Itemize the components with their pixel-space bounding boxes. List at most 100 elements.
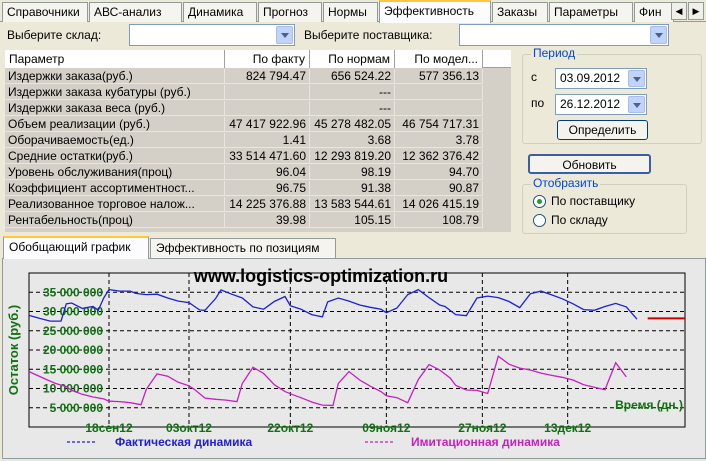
chart-canvas: 35 000 000 30 000 000 25 000 000 20 000 000… (6, 266, 686, 449)
period-to-date[interactable]: 26.12.2012 (555, 94, 647, 115)
period-group (522, 54, 702, 144)
table-cell-value: 656 524.22 (310, 69, 395, 84)
tab-norms[interactable]: Нормы (323, 2, 378, 22)
table-cell-parameter: Рентабельность(проц) (5, 213, 225, 228)
table-row[interactable]: Издержки заказа кубатуры (руб.) --- (5, 85, 511, 100)
table-cell-value: 824 794.47 (225, 69, 310, 84)
column-header-norms[interactable]: По нормам (310, 50, 395, 68)
table-row[interactable]: Средние остатки(руб.) 33 514 471.60 12 293… (5, 149, 511, 164)
tab-forecast[interactable]: Прогноз (258, 2, 322, 22)
x-tick-label: 18сен12 (85, 421, 133, 435)
watermark-text: www.logistics-optimization.ru (193, 266, 448, 286)
table-cell-value: 108.79 (395, 213, 483, 228)
table-cell-value: 46 754 717.31 (395, 117, 483, 132)
tab-scroll-right-icon[interactable]: ▶ (688, 2, 704, 20)
calendar-dropdown-icon[interactable] (628, 70, 645, 87)
table-row[interactable]: Коэффициент ассортиментност... 96.75 91.38… (5, 181, 511, 196)
y-tick-label: 10 000 000 (43, 382, 103, 396)
supplier-select[interactable] (459, 24, 669, 46)
actual-dynamics-line (28, 288, 638, 322)
table-cell-parameter: Средние остатки(руб.) (5, 149, 225, 164)
period-from-date[interactable]: 03.09.2012 (555, 68, 647, 89)
display-group (522, 184, 687, 234)
main-tab-strip: Справочники АВС-анализ Динамика Прогноз … (0, 0, 706, 23)
radio-by-warehouse[interactable] (533, 214, 546, 227)
table-row[interactable]: Объем реализации (руб.) 47 417 922.96 45 2… (5, 117, 511, 132)
x-tick-label: 09ноя12 (362, 421, 410, 435)
chevron-down-icon[interactable] (276, 26, 293, 44)
table-cell-parameter: Оборачиваемость(ед.) (5, 133, 225, 148)
table-cell-value: 12 362 376.42 (395, 149, 483, 164)
y-axis-label: Остаток (руб.) (6, 305, 21, 396)
y-tick-label: 25 000 000 (43, 324, 103, 338)
table-cell-value: 98.19 (310, 165, 395, 180)
table-cell-value: 96.04 (225, 165, 310, 180)
summary-chart: 35 000 000 30 000 000 25 000 000 20 000 000… (2, 258, 706, 459)
define-button[interactable]: Определить (557, 120, 648, 140)
radio-by-supplier-label[interactable]: По поставщику (551, 194, 636, 208)
table-cell-value: 577 356.13 (395, 69, 483, 84)
x-tick-label: 27ноя12 (458, 421, 506, 435)
tab-abc-analysis[interactable]: АВС-анализ (89, 2, 182, 22)
period-legend: Период (531, 46, 578, 60)
warehouse-label: Выберите склад: (7, 28, 102, 42)
calendar-dropdown-icon[interactable] (628, 96, 645, 113)
y-tick-label: 30 000 000 (43, 305, 103, 319)
tab-directories[interactable]: Справочники (2, 2, 88, 22)
table-cell-value: 12 293 819.20 (310, 149, 395, 164)
table-cell-value: 3.78 (395, 133, 483, 148)
legend-actual-label: Фактическая динамика (115, 435, 253, 449)
tab-orders[interactable]: Заказы (492, 2, 548, 22)
table-cell-value: 13 583 544.61 (310, 197, 395, 212)
column-header-model[interactable]: По модел... (395, 50, 483, 68)
table-cell-value: --- (310, 85, 395, 100)
table-cell-parameter: Реализованное торговое налож... (5, 197, 225, 212)
table-row[interactable]: Уровень обслуживания(проц) 96.04 98.19 94.7… (5, 165, 511, 180)
table-cell-parameter: Издержки заказа веса (руб.) (5, 101, 225, 116)
table-cell-parameter: Издержки заказа(руб.) (5, 69, 225, 84)
x-tick-label: 03окт12 (166, 421, 212, 435)
column-header-actual[interactable]: По факту (225, 50, 310, 68)
x-tick-label: 13дек12 (544, 421, 591, 435)
y-tick-label: 20 000 000 (43, 343, 103, 357)
table-cell-parameter: Издержки заказа кубатуры (руб.) (5, 85, 225, 100)
table-row[interactable]: Издержки заказа(руб.) 824 794.47 656 524.2… (5, 69, 511, 84)
radio-by-supplier[interactable] (533, 195, 546, 208)
radio-by-warehouse-label[interactable]: По складу (551, 213, 608, 227)
tab-efficiency[interactable]: Эффективность (379, 0, 491, 23)
efficiency-table: Параметр По факту По нормам По модел... … (5, 50, 511, 232)
table-cell-parameter: Объем реализации (руб.) (5, 117, 225, 132)
table-cell-value: 45 278 482.05 (310, 117, 395, 132)
supplier-label: Выберите поставщика: (304, 28, 433, 42)
table-row[interactable]: Издержки заказа веса (руб.) --- (5, 101, 511, 116)
column-header-parameter[interactable]: Параметр (5, 50, 225, 68)
tab-parameters[interactable]: Параметры (549, 2, 633, 22)
table-row[interactable]: Реализованное торговое налож... 14 225 37… (5, 197, 511, 212)
table-header: Параметр По факту По нормам По модел... (5, 50, 511, 68)
x-axis-label: Время (дн.) (615, 398, 683, 412)
display-legend: Отобразить (531, 176, 601, 190)
y-tick-label: 35 000 000 (43, 285, 103, 299)
tab-efficiency-by-position[interactable]: Эффективность по позициям (150, 238, 336, 259)
chevron-down-icon[interactable] (650, 26, 667, 44)
y-tick-label: 15 000 000 (43, 362, 103, 376)
tab-scroll-left-icon[interactable]: ◀ (671, 2, 687, 20)
table-cell-value: 105.15 (310, 213, 395, 228)
table-cell-value: 94.70 (395, 165, 483, 180)
refresh-button[interactable]: Обновить (528, 154, 651, 174)
table-cell-parameter: Коэффициент ассортиментност... (5, 181, 225, 196)
table-cell-value: 14 225 376.88 (225, 197, 310, 212)
table-cell-value: 1.41 (225, 133, 310, 148)
table-cell-parameter: Уровень обслуживания(проц) (5, 165, 225, 180)
warehouse-select[interactable] (129, 24, 295, 46)
table-cell-value (395, 85, 483, 100)
table-row[interactable]: Оборачиваемость(ед.) 1.41 3.68 3.78 (5, 133, 511, 148)
x-tick-label: 22окт12 (267, 421, 313, 435)
table-cell-value: 90.87 (395, 181, 483, 196)
tab-finance[interactable]: Фин (634, 2, 674, 22)
table-cell-value: 33 514 471.60 (225, 149, 310, 164)
tab-dynamics[interactable]: Динамика (183, 2, 257, 22)
table-row[interactable]: Рентабельность(проц) 39.98 105.15 108.79 (5, 213, 511, 228)
tab-summary-chart[interactable]: Обобщающий график (3, 236, 149, 259)
period-from-label: с (531, 70, 537, 84)
